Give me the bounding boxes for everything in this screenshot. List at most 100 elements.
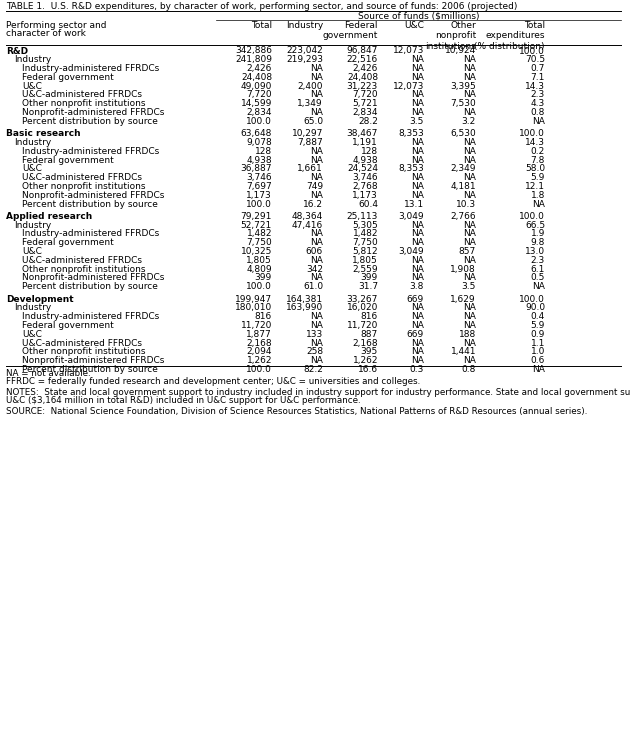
Text: 2.3: 2.3 (530, 91, 545, 99)
Text: NA: NA (310, 256, 323, 265)
Text: 4.3: 4.3 (530, 99, 545, 108)
Text: 2,094: 2,094 (246, 348, 272, 357)
Text: NOTES:  State and local government support to industry included in industry supp: NOTES: State and local government suppor… (6, 388, 630, 397)
Text: 16,020: 16,020 (346, 303, 378, 312)
Text: NA: NA (463, 256, 476, 265)
Text: 13.0: 13.0 (525, 247, 545, 256)
Text: 219,293: 219,293 (286, 56, 323, 65)
Text: 1,805: 1,805 (352, 256, 378, 265)
Text: 100.0: 100.0 (519, 294, 545, 303)
Text: 1.9: 1.9 (530, 230, 545, 239)
Text: NA: NA (463, 356, 476, 365)
Text: U&C ($3,164 million in total R&D) included in U&C support for U&C performance.: U&C ($3,164 million in total R&D) includ… (6, 397, 360, 406)
Text: 4,181: 4,181 (450, 182, 476, 191)
Text: NA: NA (411, 221, 424, 230)
Text: 1,629: 1,629 (450, 294, 476, 303)
Text: Federal government: Federal government (22, 321, 114, 330)
Text: 60.4: 60.4 (358, 200, 378, 209)
Text: 2,426: 2,426 (353, 64, 378, 73)
Text: 1,441: 1,441 (450, 348, 476, 357)
Text: 10,297: 10,297 (292, 129, 323, 138)
Text: NA: NA (310, 238, 323, 247)
Text: 188: 188 (459, 330, 476, 339)
Text: Nonprofit-administered FFRDCs: Nonprofit-administered FFRDCs (22, 191, 164, 200)
Text: NA: NA (411, 264, 424, 273)
Text: 1,877: 1,877 (246, 330, 272, 339)
Text: NA: NA (411, 238, 424, 247)
Text: NA: NA (310, 73, 323, 82)
Text: U&C: U&C (404, 21, 424, 30)
Text: NA: NA (532, 117, 545, 126)
Text: 0.5: 0.5 (530, 273, 545, 282)
Text: 33,267: 33,267 (346, 294, 378, 303)
Text: R&D: R&D (6, 47, 28, 56)
Text: 2.3: 2.3 (530, 256, 545, 265)
Text: 606: 606 (306, 247, 323, 256)
Text: 5.9: 5.9 (530, 321, 545, 330)
Text: Industry-administered FFRDCs: Industry-administered FFRDCs (22, 64, 159, 73)
Text: Industry-administered FFRDCs: Industry-administered FFRDCs (22, 312, 159, 321)
Text: 1,661: 1,661 (297, 164, 323, 173)
Text: NA: NA (411, 321, 424, 330)
Text: Other nonprofit institutions: Other nonprofit institutions (22, 264, 146, 273)
Text: 11,720: 11,720 (241, 321, 272, 330)
Text: NA: NA (463, 303, 476, 312)
Text: 887: 887 (361, 330, 378, 339)
Text: Applied research: Applied research (6, 212, 92, 221)
Text: NA: NA (310, 273, 323, 282)
Text: NA: NA (411, 230, 424, 239)
Text: 96,847: 96,847 (346, 47, 378, 56)
Text: 14.3: 14.3 (525, 82, 545, 91)
Text: FFRDC = federally funded research and development center; U&C = universities and: FFRDC = federally funded research and de… (6, 377, 420, 386)
Text: NA: NA (463, 191, 476, 200)
Text: 816: 816 (361, 312, 378, 321)
Text: Industry: Industry (286, 21, 323, 30)
Text: 2,768: 2,768 (352, 182, 378, 191)
Text: 223,042: 223,042 (286, 47, 323, 56)
Text: 7.8: 7.8 (530, 155, 545, 164)
Text: 63,648: 63,648 (241, 129, 272, 138)
Text: NA: NA (532, 365, 545, 374)
Text: 12.1: 12.1 (525, 182, 545, 191)
Text: U&C: U&C (22, 330, 42, 339)
Text: 1.0: 1.0 (530, 348, 545, 357)
Text: 8,353: 8,353 (398, 129, 424, 138)
Text: 5,721: 5,721 (352, 99, 378, 108)
Text: 0.7: 0.7 (530, 64, 545, 73)
Text: 24,524: 24,524 (347, 164, 378, 173)
Text: 2,559: 2,559 (352, 264, 378, 273)
Text: Percent distribution by source: Percent distribution by source (22, 282, 158, 291)
Text: 7,720: 7,720 (246, 91, 272, 99)
Text: 133: 133 (306, 330, 323, 339)
Text: Industry-administered FFRDCs: Industry-administered FFRDCs (22, 230, 159, 239)
Text: NA: NA (463, 230, 476, 239)
Text: 58.0: 58.0 (525, 164, 545, 173)
Text: 2,766: 2,766 (450, 212, 476, 221)
Text: 1,262: 1,262 (246, 356, 272, 365)
Text: 7,697: 7,697 (246, 182, 272, 191)
Text: 100.0: 100.0 (246, 365, 272, 374)
Text: 7,887: 7,887 (297, 138, 323, 147)
Text: NA: NA (411, 99, 424, 108)
Text: 7,530: 7,530 (450, 99, 476, 108)
Text: Development: Development (6, 294, 74, 303)
Text: 0.9: 0.9 (530, 330, 545, 339)
Text: NA: NA (310, 173, 323, 182)
Text: 31.7: 31.7 (358, 282, 378, 291)
Text: 38,467: 38,467 (346, 129, 378, 138)
Text: 3.5: 3.5 (462, 282, 476, 291)
Text: NA: NA (463, 64, 476, 73)
Text: Federal government: Federal government (22, 155, 114, 164)
Text: 6.1: 6.1 (530, 264, 545, 273)
Text: TABLE 1.  U.S. R&D expenditures, by character of work, performing sector, and so: TABLE 1. U.S. R&D expenditures, by chara… (6, 2, 517, 11)
Text: 3,395: 3,395 (450, 82, 476, 91)
Text: 66.5: 66.5 (525, 221, 545, 230)
Text: 3,746: 3,746 (352, 173, 378, 182)
Text: 47,416: 47,416 (292, 221, 323, 230)
Text: NA: NA (463, 221, 476, 230)
Text: Federal government: Federal government (22, 73, 114, 82)
Text: Other
nonprofit
institutions: Other nonprofit institutions (425, 21, 476, 51)
Text: NA: NA (463, 146, 476, 155)
Text: NA: NA (463, 91, 476, 99)
Text: NA: NA (463, 108, 476, 117)
